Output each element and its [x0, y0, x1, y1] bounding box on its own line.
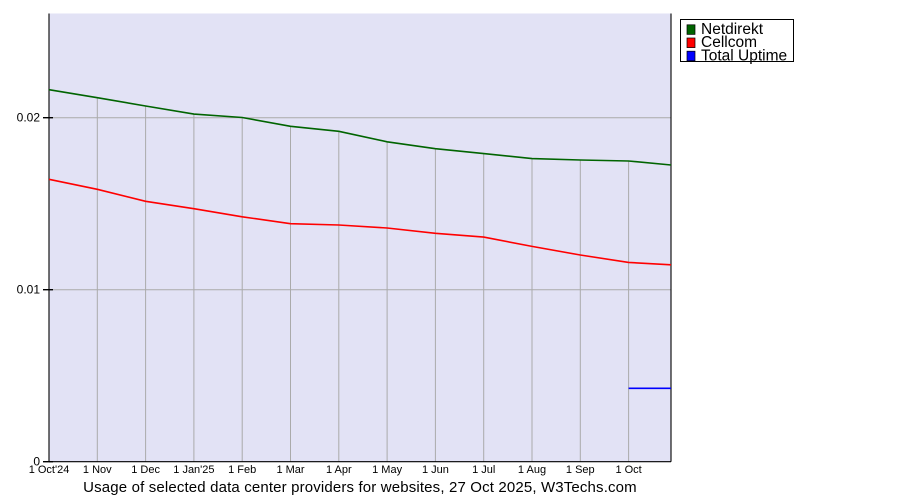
svg-text:1 Jun: 1 Jun	[422, 464, 449, 476]
svg-text:1 Apr: 1 Apr	[326, 464, 352, 476]
svg-text:1 Sep: 1 Sep	[566, 464, 595, 476]
svg-text:1 Jul: 1 Jul	[472, 464, 495, 476]
svg-text:1 Oct'24: 1 Oct'24	[29, 464, 70, 476]
svg-text:1 Oct: 1 Oct	[615, 464, 641, 476]
svg-text:1 Feb: 1 Feb	[228, 464, 256, 476]
svg-text:1 Mar: 1 Mar	[276, 464, 304, 476]
svg-text:1 May: 1 May	[372, 464, 402, 476]
svg-text:0.01: 0.01	[17, 283, 41, 297]
svg-text:Total Uptime: Total Uptime	[701, 47, 787, 64]
svg-text:1 Dec: 1 Dec	[131, 464, 160, 476]
svg-text:1 Nov: 1 Nov	[83, 464, 112, 476]
svg-text:1 Jan'25: 1 Jan'25	[173, 464, 214, 476]
svg-text:0.02: 0.02	[17, 111, 41, 125]
svg-text:1 Aug: 1 Aug	[518, 464, 546, 476]
